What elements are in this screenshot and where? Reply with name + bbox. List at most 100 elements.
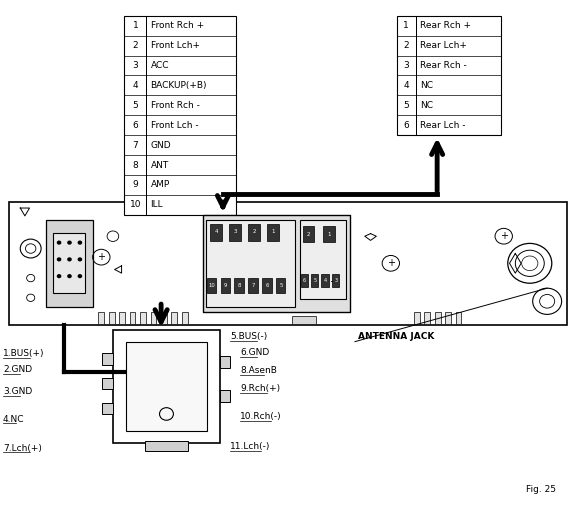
Bar (102, 402, 113, 414)
Text: 2: 2 (252, 229, 256, 234)
Text: +: + (500, 231, 508, 241)
Text: 7: 7 (251, 283, 255, 288)
Bar (220, 390, 230, 402)
Circle shape (78, 274, 82, 278)
Text: 8: 8 (237, 283, 241, 288)
Bar (207, 278, 216, 293)
Bar (98, 312, 104, 324)
Text: 1: 1 (133, 21, 138, 30)
Text: 6: 6 (133, 121, 138, 130)
Text: 2.GND: 2.GND (3, 365, 32, 374)
Text: 1: 1 (404, 21, 409, 30)
Bar (300, 220, 346, 299)
Text: 8: 8 (133, 160, 138, 170)
Text: +: + (387, 258, 395, 268)
Text: Front Lch -: Front Lch - (151, 121, 198, 130)
Circle shape (78, 257, 82, 261)
Text: 5: 5 (279, 283, 283, 288)
Bar (424, 312, 430, 324)
Text: 2: 2 (133, 41, 138, 50)
Text: BACKUP(+B): BACKUP(+B) (151, 81, 207, 90)
Bar (119, 312, 125, 324)
Text: NC: NC (420, 81, 433, 90)
Text: Rear Lch -: Rear Lch - (420, 121, 466, 130)
Bar (9, 202, 567, 325)
Bar (397, 16, 501, 135)
Text: 10.Rch(-): 10.Rch(-) (240, 412, 282, 421)
Text: Rear Lch+: Rear Lch+ (420, 41, 467, 50)
Text: +: + (97, 252, 105, 262)
Text: 4: 4 (404, 81, 409, 90)
Bar (210, 224, 222, 241)
Text: +: + (329, 277, 337, 287)
Bar (171, 312, 177, 324)
Bar (221, 278, 230, 293)
Bar (220, 356, 230, 368)
Circle shape (67, 274, 72, 278)
Text: 6.GND: 6.GND (240, 348, 270, 357)
Bar (321, 274, 329, 287)
Bar (303, 226, 314, 242)
Text: Front Rch -: Front Rch - (151, 101, 199, 110)
Bar (262, 278, 272, 293)
Text: 1: 1 (327, 232, 331, 237)
Text: 5: 5 (313, 278, 317, 283)
Bar (332, 274, 339, 287)
Text: 10: 10 (208, 283, 215, 288)
Bar (435, 312, 441, 324)
Text: Rear Rch -: Rear Rch - (420, 61, 467, 70)
Bar (126, 342, 207, 431)
Text: AMP: AMP (151, 180, 170, 190)
Text: 6: 6 (303, 278, 306, 283)
Text: 2: 2 (404, 41, 409, 50)
Bar (292, 316, 316, 324)
Text: ANTENNA JACK: ANTENNA JACK (358, 332, 434, 341)
Bar (161, 312, 167, 324)
Text: 9: 9 (133, 180, 138, 190)
Text: Front Rch +: Front Rch + (151, 21, 204, 30)
Bar (445, 312, 451, 324)
Text: NC: NC (420, 101, 433, 110)
Text: 3: 3 (233, 229, 237, 234)
Bar (248, 278, 258, 293)
Text: 5: 5 (404, 101, 409, 110)
Text: 9.Rch(+): 9.Rch(+) (240, 384, 280, 394)
Bar (456, 312, 461, 324)
Text: 1: 1 (272, 229, 275, 234)
Bar (323, 226, 335, 242)
Text: 9: 9 (223, 283, 227, 288)
Bar (267, 224, 279, 241)
Bar (229, 224, 241, 241)
Bar (145, 441, 188, 451)
Text: Fig. 25: Fig. 25 (526, 485, 556, 495)
Bar (301, 274, 308, 287)
Text: 6: 6 (404, 121, 409, 130)
Text: 2: 2 (307, 232, 310, 237)
Circle shape (78, 241, 82, 245)
Bar (206, 220, 295, 307)
Bar (234, 278, 244, 293)
Text: 4: 4 (214, 229, 218, 234)
Circle shape (57, 274, 61, 278)
Bar (130, 312, 135, 324)
Circle shape (67, 241, 72, 245)
Text: Rear Rch +: Rear Rch + (420, 21, 471, 30)
Text: 6: 6 (265, 283, 269, 288)
Text: 11.Lch(-): 11.Lch(-) (230, 442, 271, 451)
Bar (311, 274, 318, 287)
Circle shape (57, 257, 61, 261)
Text: 4: 4 (133, 81, 138, 90)
Circle shape (57, 241, 61, 245)
Bar (109, 312, 115, 324)
Text: 5.BUS(-): 5.BUS(-) (230, 332, 267, 341)
Bar (182, 312, 188, 324)
Circle shape (67, 257, 72, 261)
Text: 4: 4 (324, 278, 327, 283)
Text: 3: 3 (334, 278, 338, 283)
Text: ACC: ACC (151, 61, 169, 70)
Bar (124, 16, 236, 215)
Bar (53, 233, 85, 293)
Text: 3.GND: 3.GND (3, 387, 32, 396)
Bar (203, 215, 350, 312)
Bar (102, 378, 113, 389)
